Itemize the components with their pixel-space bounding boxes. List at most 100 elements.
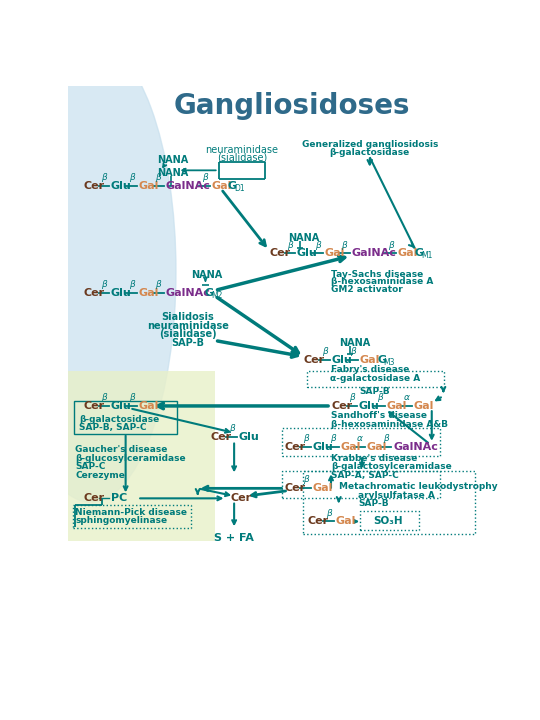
- Text: M2: M2: [211, 291, 222, 300]
- Text: Gal: Gal: [387, 401, 407, 411]
- Text: Glu: Glu: [239, 432, 260, 442]
- Text: Gangliosidoses: Gangliosidoses: [174, 91, 410, 120]
- Text: α-galactosidase A: α-galactosidase A: [330, 374, 420, 384]
- Text: Cer: Cer: [83, 288, 104, 298]
- Text: SAP-B: SAP-B: [360, 387, 390, 396]
- Text: β: β: [229, 424, 235, 433]
- Text: Gal: Gal: [360, 355, 380, 365]
- Text: Cer: Cer: [211, 432, 232, 442]
- Text: β: β: [202, 173, 207, 182]
- Text: Gal: Gal: [413, 401, 434, 411]
- Text: β-galactosidase: β-galactosidase: [329, 148, 410, 157]
- Text: Gal: Gal: [325, 248, 345, 258]
- Text: Gal: Gal: [139, 181, 159, 191]
- Text: Gal: Gal: [139, 288, 159, 298]
- Text: S + FA: S + FA: [214, 534, 254, 544]
- Text: Glu: Glu: [111, 288, 132, 298]
- Text: Cer: Cer: [83, 181, 104, 191]
- Text: GalNAc: GalNAc: [165, 288, 210, 298]
- Text: SAP-C: SAP-C: [75, 462, 106, 472]
- Text: Cer: Cer: [230, 493, 252, 503]
- Text: Gal: Gal: [313, 483, 333, 493]
- Text: Gal: Gal: [367, 442, 387, 451]
- Text: PC: PC: [111, 493, 127, 503]
- Text: SAP-A, SAP-C: SAP-A, SAP-C: [331, 471, 399, 480]
- Text: Gal: Gal: [397, 248, 418, 258]
- Text: β: β: [129, 173, 134, 182]
- Text: (sialidase): (sialidase): [217, 152, 267, 162]
- Text: sphingomyelinase: sphingomyelinase: [75, 516, 167, 525]
- Text: NANA: NANA: [192, 270, 223, 280]
- Text: β: β: [101, 393, 107, 402]
- Text: Glu: Glu: [332, 355, 353, 365]
- Text: β: β: [302, 434, 308, 443]
- Text: Glu: Glu: [359, 401, 380, 411]
- Text: Cer: Cer: [269, 248, 290, 258]
- Text: NANA: NANA: [288, 233, 320, 243]
- Text: Cer: Cer: [285, 483, 306, 493]
- Text: G: G: [228, 181, 237, 191]
- Text: β: β: [350, 347, 355, 356]
- Text: β: β: [129, 393, 134, 402]
- Text: β: β: [383, 434, 389, 443]
- Text: Gal: Gal: [336, 516, 356, 526]
- Text: Metachromatic leukodystrophy: Metachromatic leukodystrophy: [339, 482, 497, 491]
- Text: (sialidase): (sialidase): [159, 329, 217, 339]
- Text: Gal: Gal: [340, 442, 361, 451]
- Text: D1: D1: [234, 184, 245, 192]
- Text: β: β: [377, 393, 383, 402]
- Text: SAP-B: SAP-B: [358, 499, 389, 508]
- Text: Gaucher's disease: Gaucher's disease: [75, 446, 167, 454]
- Text: Glu: Glu: [111, 181, 132, 191]
- Text: Cer: Cer: [83, 493, 104, 503]
- Text: neuraminidase: neuraminidase: [147, 321, 228, 331]
- Text: SO₃H: SO₃H: [374, 516, 403, 526]
- Text: Gal: Gal: [139, 401, 159, 411]
- Text: neuraminidase: neuraminidase: [205, 145, 279, 155]
- Text: β: β: [388, 240, 394, 250]
- Text: α: α: [403, 393, 409, 402]
- Text: Tay-Sachs disease: Tay-Sachs disease: [331, 270, 423, 279]
- Text: β: β: [101, 280, 107, 289]
- FancyBboxPatch shape: [360, 511, 420, 530]
- Text: β-galactosylceramidase: β-galactosylceramidase: [331, 462, 452, 472]
- Text: Krabbe's disease: Krabbe's disease: [331, 454, 417, 463]
- Text: β-hexosaminidase A&B: β-hexosaminidase A&B: [331, 420, 448, 429]
- Text: β: β: [302, 475, 308, 485]
- FancyBboxPatch shape: [307, 371, 444, 387]
- Text: Sandhoff's disease: Sandhoff's disease: [331, 411, 427, 420]
- Text: β: β: [341, 240, 347, 250]
- Text: Cer: Cer: [83, 401, 104, 411]
- Text: SAP-B: SAP-B: [171, 338, 204, 348]
- Ellipse shape: [5, 40, 176, 503]
- Text: GalNAc: GalNAc: [165, 181, 210, 191]
- Text: β: β: [129, 280, 134, 289]
- FancyBboxPatch shape: [60, 372, 215, 541]
- Text: β: β: [330, 434, 336, 443]
- Text: Niemann-Pick disease: Niemann-Pick disease: [75, 508, 187, 517]
- Text: β: β: [315, 240, 321, 250]
- Text: NANA: NANA: [157, 155, 188, 165]
- Text: G: G: [205, 288, 214, 298]
- Text: β-glucosylceramidase: β-glucosylceramidase: [75, 454, 186, 463]
- Text: Glu: Glu: [111, 401, 132, 411]
- Text: NANA: NANA: [339, 338, 370, 348]
- Text: NANA: NANA: [157, 168, 188, 179]
- Text: GalNAc: GalNAc: [351, 248, 396, 258]
- Text: G: G: [377, 355, 387, 365]
- Text: α: α: [357, 434, 363, 443]
- Text: β: β: [326, 508, 332, 518]
- Text: SAP-B, SAP-C: SAP-B, SAP-C: [79, 423, 147, 432]
- Text: G: G: [415, 248, 424, 258]
- Text: Cer: Cer: [285, 442, 306, 451]
- Text: β-galactosidase: β-galactosidase: [79, 415, 159, 423]
- Text: GM2 activator: GM2 activator: [331, 285, 403, 294]
- Text: β: β: [349, 393, 355, 402]
- Text: Glu: Glu: [297, 248, 318, 258]
- Text: β: β: [156, 280, 161, 289]
- Text: Cer: Cer: [304, 355, 325, 365]
- Text: Fabry's disease: Fabry's disease: [331, 365, 409, 374]
- Text: M3: M3: [384, 358, 395, 366]
- Text: Cer: Cer: [331, 401, 352, 411]
- Text: arylsulfatase A: arylsulfatase A: [358, 491, 435, 500]
